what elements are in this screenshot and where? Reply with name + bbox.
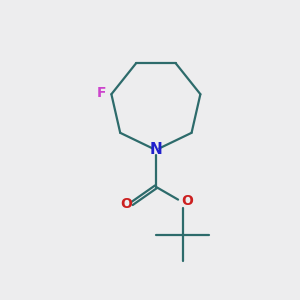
Text: N: N bbox=[149, 142, 162, 158]
Text: F: F bbox=[97, 86, 107, 100]
Text: O: O bbox=[120, 197, 132, 211]
Text: O: O bbox=[182, 194, 194, 208]
